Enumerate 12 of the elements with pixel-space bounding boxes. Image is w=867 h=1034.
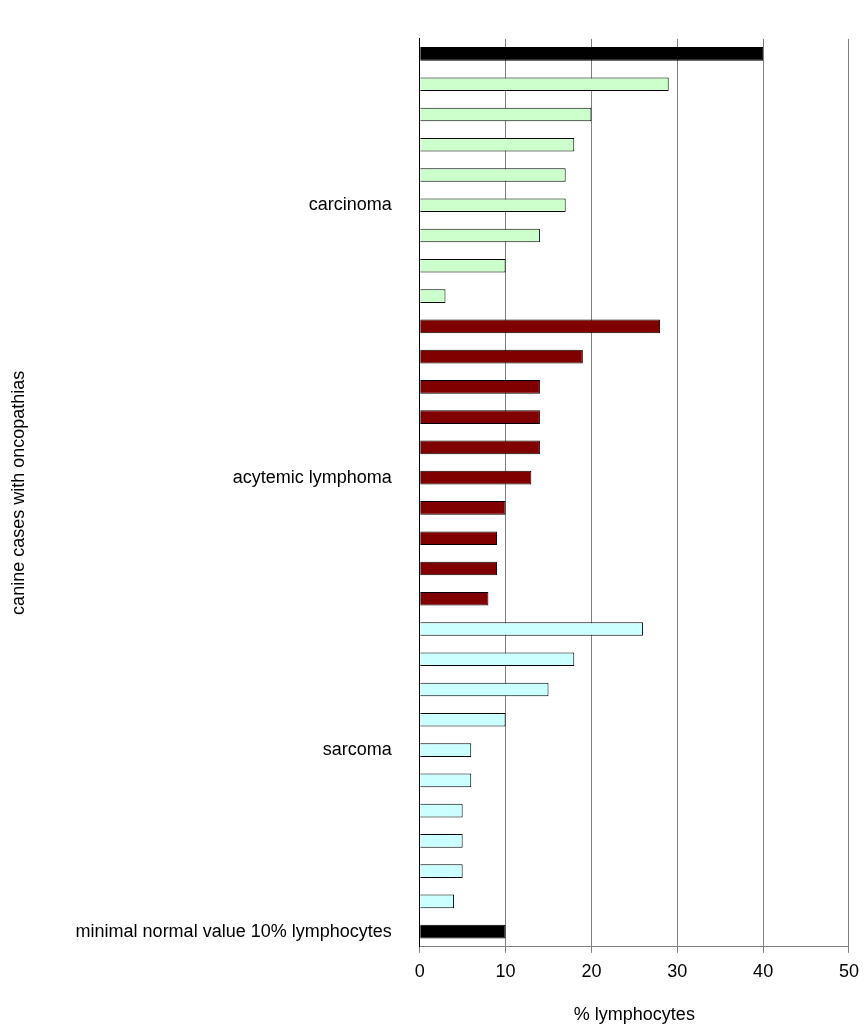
y-tick-label: acytemic lymphoma xyxy=(232,466,393,487)
x-tick-label: 50 xyxy=(838,960,859,981)
y-tick-label: minimal normal value 10% lymphocytes xyxy=(75,920,392,941)
x-tick-label: 0 xyxy=(414,960,425,981)
y-axis-title: canine cases with oncopathias xyxy=(7,370,28,615)
x-axis-title: % lymphocytes xyxy=(573,1004,695,1025)
x-tick-label: 20 xyxy=(581,960,602,981)
x-tick-label: 40 xyxy=(753,960,774,981)
y-tick-label: carcinoma xyxy=(308,194,393,215)
x-tick-label: 30 xyxy=(667,960,688,981)
y-tick-label: sarcoma xyxy=(322,739,393,760)
x-tick-label: 10 xyxy=(495,960,516,981)
